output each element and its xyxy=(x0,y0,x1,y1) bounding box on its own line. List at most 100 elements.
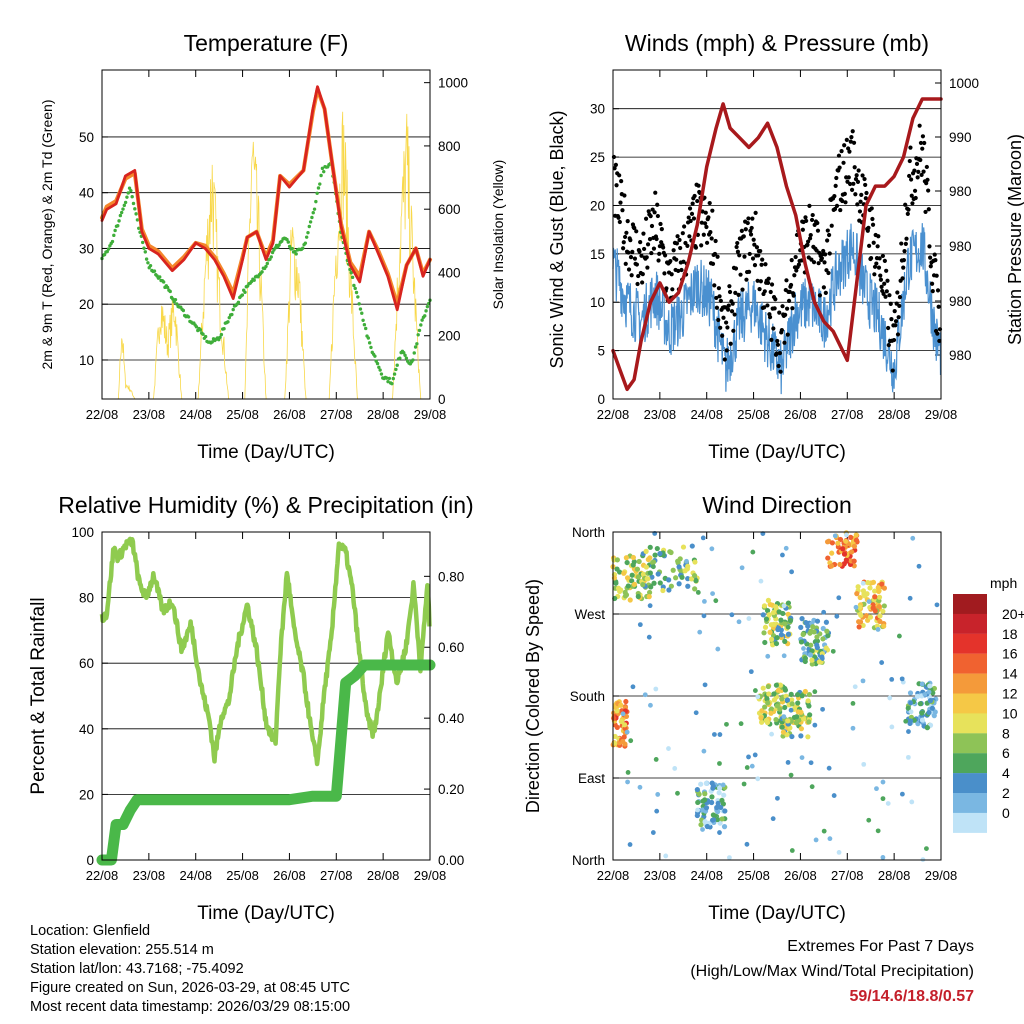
panel-4: 22/08 23/08 24/08 25/08 26/08 27/08 28/08 29/08… xyxy=(523,492,1024,924)
gust-point xyxy=(685,243,690,248)
gust-point xyxy=(876,265,882,270)
direction-point xyxy=(766,691,772,697)
legend-swatch xyxy=(953,812,987,833)
gust-point xyxy=(745,220,750,226)
direction-point xyxy=(741,781,747,787)
panel-3: 22/08 23/08 24/08 25/08 26/08 27/08 28/08 29/08… xyxy=(28,492,474,924)
direction-point xyxy=(919,681,925,687)
gust-point xyxy=(823,290,828,295)
legend-swatch xyxy=(953,653,987,674)
direction-point xyxy=(880,854,886,860)
direction-point xyxy=(785,760,791,765)
gust-point xyxy=(836,153,842,158)
gust-point xyxy=(751,237,756,242)
gust-point xyxy=(935,288,941,293)
direction-point xyxy=(672,766,678,771)
gust-point xyxy=(849,187,855,192)
dewpoint-point xyxy=(102,252,107,257)
direction-point xyxy=(825,633,831,639)
direction-point xyxy=(829,550,835,556)
gust-point xyxy=(889,317,894,322)
direction-point xyxy=(752,752,758,758)
dewpoint-point xyxy=(118,213,123,218)
gust-point xyxy=(656,258,661,263)
dewpoint-point xyxy=(198,328,203,332)
gust-point xyxy=(725,307,731,312)
direction-point xyxy=(814,618,821,624)
gust-point xyxy=(613,162,619,167)
gust-point xyxy=(822,260,827,265)
direction-point xyxy=(934,602,940,608)
direction-point xyxy=(752,688,758,693)
x-tick-label: 29/08 xyxy=(414,407,447,422)
gust-point xyxy=(850,129,855,134)
dewpoint-point xyxy=(269,255,273,259)
dewpoint-point xyxy=(252,278,256,282)
dewpoint-point xyxy=(352,283,356,288)
direction-point xyxy=(773,640,780,647)
direction-point xyxy=(692,586,698,592)
plot-frame xyxy=(612,69,942,400)
gust-point xyxy=(759,262,764,267)
direction-point xyxy=(650,564,656,570)
direction-point xyxy=(724,721,729,727)
dewpoint-point xyxy=(424,309,428,313)
dewpoint-point xyxy=(377,365,381,369)
gust-point xyxy=(913,195,918,201)
direction-point xyxy=(620,711,626,717)
legend-label: 6 xyxy=(1002,745,1010,761)
gust-point xyxy=(725,325,730,330)
gust-point xyxy=(809,217,815,223)
x-axis-label: Time (Day/UTC) xyxy=(197,903,335,924)
direction-point xyxy=(787,617,794,624)
gust-point xyxy=(868,256,874,261)
gust-point xyxy=(741,234,746,239)
gust-point xyxy=(907,158,912,164)
direction-point xyxy=(653,757,659,762)
direction-point xyxy=(781,603,787,609)
dewpoint-point xyxy=(315,191,319,196)
gust-point xyxy=(641,231,646,236)
dewpoint-point xyxy=(203,334,208,339)
direction-point xyxy=(919,717,926,723)
gust-point xyxy=(882,258,887,263)
gust-point xyxy=(614,183,619,188)
direction-point xyxy=(799,616,805,622)
gust-point xyxy=(661,245,666,250)
direction-point xyxy=(746,616,752,621)
y-tick-label: 80 xyxy=(79,591,94,606)
dewpoint-point xyxy=(287,244,292,249)
gust-point xyxy=(703,210,708,215)
dewpoint-point xyxy=(403,353,407,357)
gust-point xyxy=(630,249,635,254)
gust-point xyxy=(621,240,626,245)
gust-point xyxy=(834,203,840,208)
gust-point xyxy=(918,157,923,163)
gust-point xyxy=(714,305,720,310)
gust-point xyxy=(645,242,651,247)
gust-point xyxy=(625,219,630,224)
direction-point xyxy=(666,746,671,751)
gust-point xyxy=(857,209,863,214)
direction-point xyxy=(714,804,720,811)
gust-point xyxy=(910,201,915,206)
direction-point xyxy=(853,537,860,543)
panel-title: Wind Direction xyxy=(702,492,852,518)
direction-point xyxy=(914,693,921,699)
gust-point xyxy=(906,207,911,212)
direction-point xyxy=(865,580,871,586)
direction-point xyxy=(614,557,620,563)
gust-point xyxy=(619,179,624,184)
gust-point xyxy=(726,303,731,308)
gust-point xyxy=(887,293,892,298)
extremes-box: Extremes For Past 7 Days (High/Low/Max W… xyxy=(690,934,974,1009)
gust-point xyxy=(617,219,622,225)
direction-point xyxy=(832,533,838,539)
sonic-wind-line xyxy=(612,223,942,395)
gust-point xyxy=(700,209,705,214)
gust-point xyxy=(703,221,708,226)
legend-label: 14 xyxy=(1002,666,1018,682)
direction-point xyxy=(655,792,661,797)
gust-point xyxy=(918,140,924,146)
gust-point xyxy=(912,168,917,173)
